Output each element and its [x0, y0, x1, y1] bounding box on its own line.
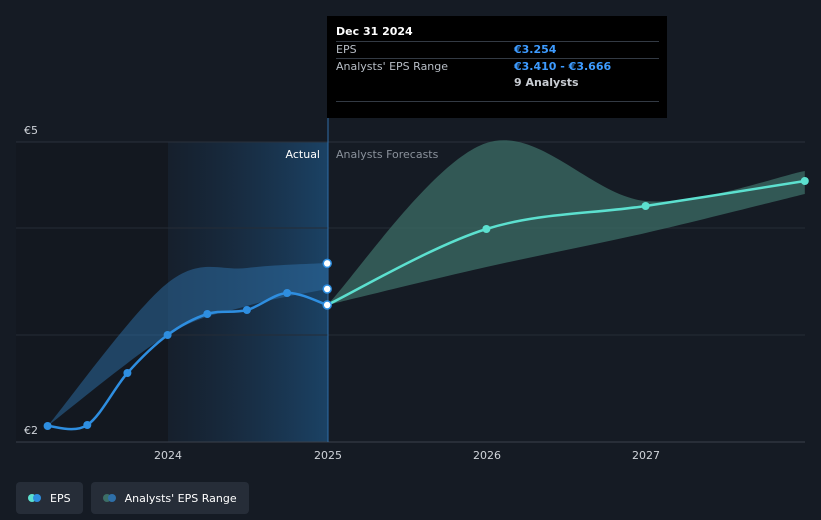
range-marker-point — [322, 284, 332, 294]
past-background — [16, 142, 168, 442]
eps-actual-point — [163, 331, 172, 339]
x-tick-label-2024: 2024 — [154, 449, 182, 462]
eps-actual-point — [123, 369, 132, 377]
legend-item-range[interactable]: Analysts' EPS Range — [90, 482, 249, 514]
x-tick-label-2026: 2026 — [473, 449, 501, 462]
tooltip: Dec 31 2024 EPS €3.254 Analysts' EPS Ran… — [327, 16, 667, 118]
tooltip-analysts-count: 9 Analysts — [514, 76, 579, 89]
eps-actual-point — [283, 289, 292, 297]
eps-line-actual — [47, 291, 328, 431]
eps-swatch-icon — [28, 494, 42, 502]
range-band-forecast — [327, 140, 805, 305]
forecast-label: Analysts Forecasts — [336, 148, 439, 161]
tooltip-eps-row: EPS €3.254 — [336, 41, 659, 58]
legend: EPS Analysts' EPS Range — [16, 482, 249, 514]
tooltip-range-label: Analysts' EPS Range — [336, 60, 449, 73]
tooltip-range-value: €3.410 - €3.666 — [514, 60, 612, 73]
tooltip-eps-value: €3.254 — [514, 43, 557, 56]
y-tick-label-top: €5 — [24, 124, 38, 137]
tooltip-analysts-row: 9 Analysts — [336, 75, 659, 91]
eps-actual-point — [43, 422, 52, 430]
eps-actual-point — [242, 306, 251, 314]
range-marker-point — [322, 258, 332, 269]
eps-actual-point — [83, 421, 92, 429]
eps-forecast-point — [641, 202, 650, 210]
tooltip-divider — [336, 101, 659, 102]
legend-eps-label: EPS — [50, 491, 71, 505]
x-tick-label-2025: 2025 — [314, 449, 342, 462]
eps-forecast-point — [800, 177, 809, 185]
eps-actual-point — [203, 310, 212, 318]
x-tick-label-2027: 2027 — [632, 449, 660, 462]
range-swatch-icon — [102, 494, 117, 502]
eps-forecast-point — [482, 225, 491, 233]
range-band-actual — [47, 263, 328, 426]
eps-actual-point — [322, 300, 332, 310]
y-tick-label-bottom: €2 — [24, 424, 38, 437]
legend-range-label: Analysts' EPS Range — [124, 491, 237, 505]
tooltip-date: Dec 31 2024 — [336, 25, 413, 38]
legend-item-eps[interactable]: EPS — [16, 482, 83, 514]
eps-line-forecast — [326, 179, 805, 307]
tooltip-eps-label: EPS — [336, 43, 357, 56]
actual-label: Actual — [286, 148, 320, 161]
tooltip-range-row: Analysts' EPS Range €3.410 - €3.666 — [336, 58, 659, 75]
